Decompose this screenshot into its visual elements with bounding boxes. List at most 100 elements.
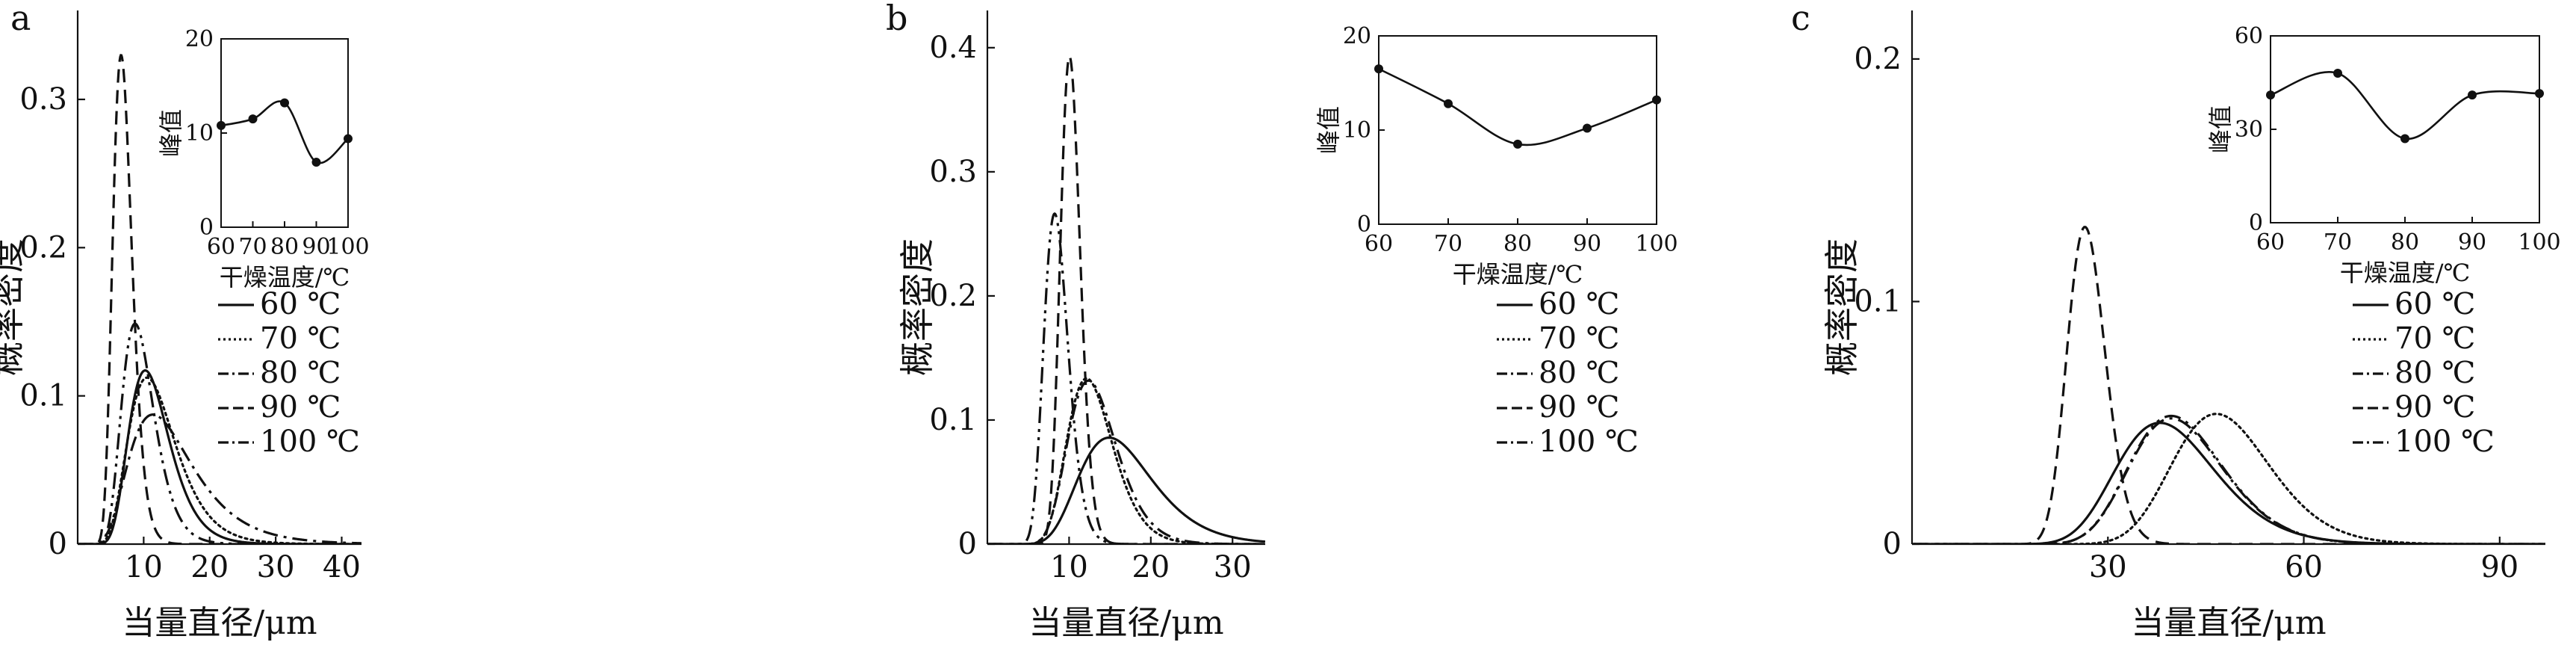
y-tick-label: 0 [1883,527,1902,561]
series-line-3 [1913,226,2545,544]
y-axis-label: 概率密度 [0,238,28,376]
panel-label: c [1791,0,1810,38]
inset-point-4 [2535,89,2544,99]
inset-point-1 [1444,99,1453,108]
x-tick-label: 40 [323,550,361,584]
x-tick-label: 30 [257,550,295,584]
inset-x-axis-label: 干燥温度/℃ [1453,260,1583,288]
inset-point-4 [1652,95,1661,105]
legend-entry-4: 100 ℃ [1539,425,1639,459]
legend-entry-1: 70 ℃ [2395,321,2475,356]
inset-point-2 [1513,139,1522,149]
x-axis-label: 当量直径/μm [122,604,317,642]
inset-frame [1378,35,1657,225]
curves [1912,226,2545,544]
inset-x-tick-label: 100 [1635,231,1677,257]
x-tick-label: 60 [2285,550,2323,584]
x-tick-label: 20 [1132,550,1170,584]
y-tick-label: 0.1 [929,403,977,437]
inset-point-1 [2333,69,2342,78]
x-tick-label: 10 [125,550,163,584]
inset-x-tick-label: 70 [1434,231,1462,257]
legend-entry-1: 70 ℃ [260,321,341,356]
inset-y-axis-label: 峰值 [1315,106,1343,154]
inset-point-0 [1374,64,1383,74]
inset-point-1 [248,114,258,124]
y-tick-label: 0.3 [19,82,67,117]
main-axes [986,10,1265,546]
y-tick-label: 0.2 [929,279,977,313]
inset-y-axis-label: 峰值 [2206,105,2235,153]
series-line-3 [987,55,1265,544]
inset-y-tick-label: 20 [185,26,214,52]
curves [78,54,361,544]
inset-point-3 [2468,90,2477,100]
legend-entry-3: 90 ℃ [260,390,341,425]
inset-x-tick-label: 80 [270,234,299,260]
inset-y-tick-label: 60 [2235,23,2263,49]
series-line-4 [78,322,361,544]
legend-entry-0: 60 ℃ [2395,287,2475,321]
series-line-4 [1913,414,2545,544]
x-tick-label: 20 [190,550,229,584]
inset-frame [220,38,349,228]
series-line-2 [78,413,361,544]
legend-entry-2: 80 ℃ [1539,356,1619,390]
legend-entry-4: 100 ℃ [260,425,360,459]
x-tick-label: 30 [2089,550,2127,584]
legend-entry-0: 60 ℃ [260,287,341,321]
inset-y-tick-label: 0 [199,215,214,241]
y-tick-label: 0 [958,527,977,561]
inset-point-3 [1583,123,1592,133]
inset-x-axis-label: 干燥温度/℃ [2340,259,2471,287]
legend-entry-3: 90 ℃ [2395,390,2475,425]
inset-point-0 [2266,90,2275,100]
inset-point-4 [344,134,353,144]
series-line-1 [987,377,1265,544]
y-axis-label: 概率密度 [897,238,937,376]
inset-series-line [1378,67,1657,146]
y-tick-label: 0.2 [1854,42,1902,76]
inset-y-tick-label: 0 [1357,212,1371,238]
legend-entry-4: 100 ℃ [2395,425,2495,459]
series-line-3 [78,54,361,544]
y-tick-label: 0.4 [929,31,977,65]
x-axis-label: 当量直径/μm [1028,604,1223,642]
y-axis-label: 概率密度 [1822,238,1862,376]
inset-x-axis-label: 干燥温度/℃ [220,263,350,291]
inset-frame [2270,35,2540,223]
inset-x-tick-label: 80 [1503,231,1532,257]
inset-x-tick-label: 60 [1365,231,1393,257]
series-line-1 [78,376,361,544]
inset-y-tick-label: 20 [1343,23,1371,49]
x-tick-label: 30 [1214,550,1252,584]
inset-x-tick-label: 80 [2391,229,2419,256]
legend-entry-2: 80 ℃ [260,356,341,390]
series-line-2 [987,379,1265,544]
inset-series-line [2270,71,2540,140]
inset-point-3 [311,158,321,167]
panel-label: b [886,0,907,38]
legend-entry-0: 60 ℃ [1539,287,1619,321]
inset-x-tick-label: 100 [326,234,369,260]
inset-x-tick-label: 100 [2518,229,2560,256]
inset-point-0 [217,120,226,130]
y-tick-label: 0.1 [19,379,67,413]
y-tick-label: 0.2 [19,230,67,265]
inset-chart: 60 70 80 90 100 0 30 60 干燥温度/℃ 峰值 [2206,23,2561,287]
inset-point-2 [2400,134,2409,144]
inset-x-tick-label: 90 [1573,231,1601,257]
legend-entry-2: 80 ℃ [2395,356,2475,390]
series-line-4 [987,212,1265,544]
x-axis-label: 当量直径/μm [2131,604,2326,642]
inset-x-tick-label: 90 [302,234,330,260]
y-tick-label: 0.1 [1854,284,1902,318]
